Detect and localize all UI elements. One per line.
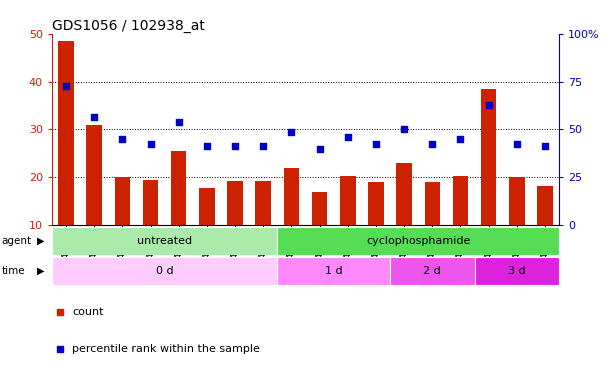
Text: time: time — [2, 266, 26, 276]
Bar — [277, 257, 390, 285]
Point — [145, 141, 155, 147]
Bar — [368, 182, 384, 273]
Text: percentile rank within the sample: percentile rank within the sample — [72, 344, 260, 354]
Bar — [52, 227, 277, 255]
Bar — [255, 181, 271, 273]
Text: 2 d: 2 d — [423, 266, 441, 276]
Point — [287, 129, 296, 135]
Bar — [340, 176, 356, 273]
Text: 3 d: 3 d — [508, 266, 525, 276]
Bar — [277, 227, 559, 255]
Text: cyclophosphamide: cyclophosphamide — [366, 236, 470, 246]
Bar — [58, 41, 74, 273]
Bar — [425, 182, 440, 273]
Point — [456, 136, 466, 142]
Point — [89, 114, 99, 120]
Point — [484, 102, 494, 108]
Bar — [453, 176, 468, 273]
Point — [202, 143, 212, 149]
Bar — [171, 151, 186, 273]
Point — [428, 141, 437, 147]
Bar — [52, 257, 277, 285]
Text: untreated: untreated — [137, 236, 192, 246]
Text: ▶: ▶ — [37, 266, 44, 276]
Bar — [227, 180, 243, 273]
Bar — [537, 186, 553, 273]
Bar — [199, 188, 214, 273]
Bar — [481, 89, 496, 273]
Text: ▶: ▶ — [37, 236, 44, 246]
Text: count: count — [72, 306, 104, 316]
Point — [512, 141, 522, 147]
Bar — [143, 180, 158, 273]
Bar — [312, 192, 327, 273]
Point — [61, 83, 71, 89]
Text: agent: agent — [2, 236, 32, 246]
Point — [258, 143, 268, 149]
Point — [343, 134, 353, 140]
Bar — [86, 124, 102, 273]
Bar — [284, 168, 299, 273]
Point — [174, 119, 184, 125]
Point — [117, 136, 127, 142]
Point — [399, 126, 409, 132]
Point — [315, 147, 324, 153]
Point — [371, 141, 381, 147]
Bar — [390, 257, 475, 285]
Bar — [475, 257, 559, 285]
Text: 1 d: 1 d — [325, 266, 343, 276]
Point — [540, 143, 550, 149]
Bar — [509, 177, 525, 273]
Bar — [397, 163, 412, 273]
Point — [230, 143, 240, 149]
Text: GDS1056 / 102938_at: GDS1056 / 102938_at — [52, 19, 205, 33]
Bar — [115, 177, 130, 273]
Text: 0 d: 0 d — [156, 266, 174, 276]
